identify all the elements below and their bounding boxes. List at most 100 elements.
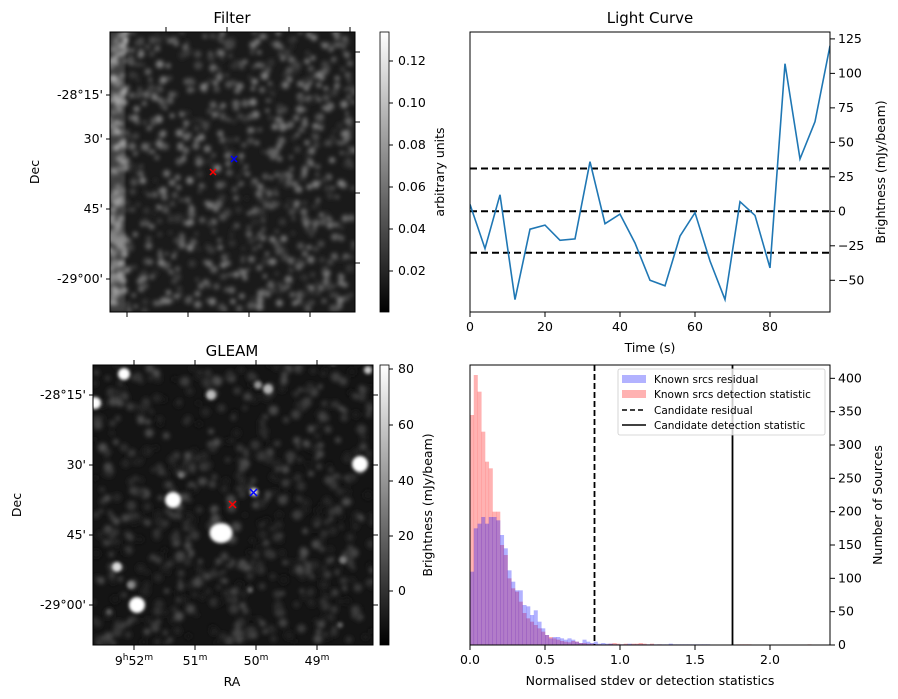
residual-bar [530, 615, 535, 645]
gleam-xtick-label: 9h52m [115, 653, 153, 668]
residual-bar [541, 628, 546, 645]
light-curve-panel: Light Curve 0 20 40 60 80 −50 −25 0 25 50 75 100 125… [466, 9, 888, 355]
filter-panel: Filter -28°15' 30' 45' -29°00' Dec 0.02 0.04… [27, 9, 447, 317]
gleam-ticks: -28°15' 30' 45' -29°00' 9h52m 51m 50m 49m [40, 360, 378, 668]
gleam-source [329, 357, 337, 365]
detection-bar [481, 431, 486, 645]
detection-bar [526, 618, 531, 645]
residual-bar [511, 581, 516, 645]
gleam-ytick-label: -28°15' [40, 387, 86, 402]
gleam-xtick-label: 49m [305, 653, 330, 668]
detection-bar [575, 641, 580, 645]
light-curve-xtick-label: 40 [612, 319, 628, 334]
legend-label-candidate-residual: Candidate residual [654, 405, 753, 417]
gleam-colorbar-tick-label: 80 [398, 361, 414, 376]
detection-bar [503, 555, 508, 645]
detection-bar [612, 643, 617, 645]
detection-bar [470, 415, 475, 645]
filter-colorbar-tick-label: 0.06 [398, 179, 426, 194]
histogram-plot [470, 365, 812, 645]
histogram-frame [469, 364, 831, 646]
detection-bar [560, 641, 565, 645]
histogram-xlabel: Normalised stdev or detection statistics [526, 673, 775, 688]
gleam-source [339, 556, 347, 564]
gleam-title: GLEAM [206, 342, 259, 360]
gleam-source [247, 587, 253, 593]
detection-bar [496, 511, 501, 645]
gleam-known-source-marker [249, 488, 258, 497]
light-curve-ytick-label: 100 [838, 65, 862, 80]
gleam-colorbar: 0 20 40 60 80 Brightness (mJy/beam) [379, 361, 435, 646]
residual-bar [586, 641, 591, 645]
light-curve-frame [469, 31, 831, 313]
residual-bar [563, 639, 568, 645]
detection-bar [477, 391, 482, 645]
gleam-image [93, 357, 373, 645]
filter-colorbar-tick-label: 0.02 [398, 263, 426, 278]
filter-ytick-label: -28°15' [57, 87, 103, 102]
gleam-xtick-label: 51m [183, 653, 208, 668]
histogram-ytick-label: 150 [838, 537, 862, 552]
gleam-source [364, 366, 372, 374]
detection-bar [473, 375, 478, 645]
light-curve-xtick-label: 60 [687, 319, 703, 334]
light-curve-ytick-label: 25 [838, 169, 854, 184]
gleam-colorbar-tick-label: 0 [398, 583, 406, 598]
gleam-colorbar-tick-label: 40 [398, 473, 414, 488]
detection-bar [608, 643, 613, 645]
filter-candidate-marker [209, 168, 217, 176]
detection-bar [511, 588, 516, 645]
detection-bar [548, 637, 553, 645]
residual-bar [597, 643, 602, 645]
filter-ylabel: Dec [27, 160, 42, 184]
gleam-source [178, 472, 184, 478]
gleam-source [165, 492, 181, 508]
histogram-ytick-label: 350 [838, 404, 862, 419]
gleam-source [112, 562, 122, 572]
residual-bar [522, 605, 527, 645]
gleam-panel: GLEAM -28°15' 30' 45' -29°00' 9h52m 51m 50m 49m… [9, 342, 435, 689]
light-curve-xtick-label: 0 [466, 319, 474, 334]
gleam-candidate-marker [228, 500, 237, 509]
detection-bar [563, 641, 568, 645]
gleam-source [209, 523, 233, 543]
detection-bar [567, 642, 572, 645]
residual-bar [560, 638, 565, 645]
filter-ytick-label: 45' [84, 201, 103, 216]
residual-bar [507, 570, 512, 645]
residual-bar [601, 643, 606, 645]
detection-bar [635, 643, 640, 645]
detection-bar [515, 591, 520, 645]
light-curve-ytick-label: −25 [838, 238, 864, 253]
gleam-source [263, 384, 273, 394]
filter-colorbar-label: arbitrary units [432, 127, 447, 216]
detection-bar [552, 638, 557, 645]
residual-bar [608, 643, 613, 645]
light-curve-ylabel: Brightness (mJy/beam) [873, 100, 888, 243]
filter-colorbar: 0.02 0.04 0.06 0.08 0.10 0.12 arbitrary units [379, 31, 447, 313]
detection-bar [586, 643, 591, 645]
light-curve-plot [470, 45, 830, 303]
histogram-xtick-label: 2.0 [760, 652, 780, 667]
histogram-xtick-label: 0.5 [535, 652, 555, 667]
detection-bar [541, 631, 546, 645]
residual-bar [582, 639, 587, 645]
residual-bar [473, 528, 478, 645]
detection-bar [631, 643, 636, 645]
residual-bar [593, 641, 598, 645]
residual-bar [533, 610, 538, 645]
detection-bar [578, 643, 583, 645]
light-curve-ticks: 0 20 40 60 80 −50 −25 0 25 50 75 100 125 [466, 31, 864, 334]
light-curve-ytick-label: 125 [838, 31, 862, 46]
gleam-xlabel: RA [224, 674, 241, 689]
histogram-panel: 0.0 0.5 1.0 1.5 2.0050100150200250300350400 … [460, 364, 885, 688]
detection-bar [650, 643, 655, 645]
gleam-colorbar-label: Brightness (mJy/beam) [420, 433, 435, 576]
detection-bar [522, 613, 527, 645]
detection-bar [642, 643, 647, 645]
gleam-source [127, 581, 135, 589]
histogram-ytick-label: 100 [838, 570, 862, 585]
gleam-source [352, 456, 368, 472]
legend-label-residual: Known srcs residual [654, 374, 758, 386]
